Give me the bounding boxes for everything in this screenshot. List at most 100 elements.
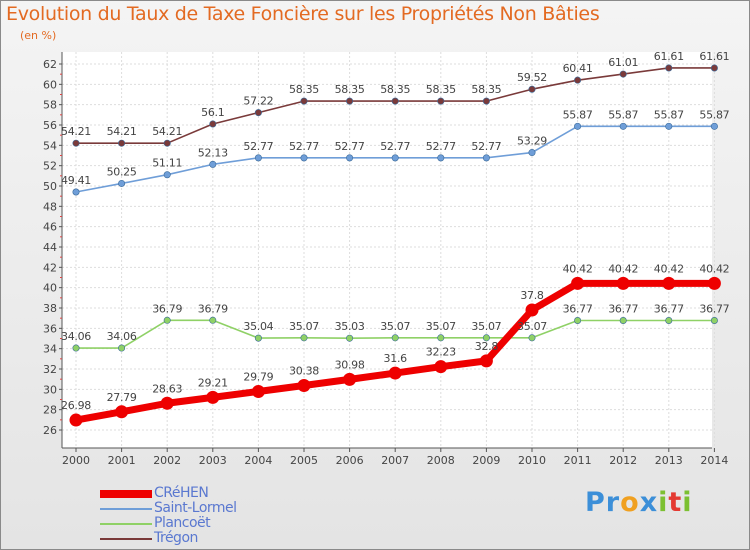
- data-point: [574, 317, 582, 325]
- y-tick-label: 48: [43, 200, 57, 213]
- plot-background: [62, 52, 712, 448]
- legend-label: Plancoët: [154, 515, 211, 531]
- data-point: [254, 154, 262, 162]
- x-tick-label: 2004: [244, 454, 272, 467]
- y-tick-label: 62: [43, 58, 57, 71]
- data-point: [163, 171, 171, 179]
- data-point: [209, 120, 217, 128]
- logo-letter: x: [639, 487, 659, 518]
- data-point: [528, 85, 536, 93]
- x-tick-label: 2009: [472, 454, 500, 467]
- data-point: [437, 97, 445, 105]
- legend-swatch: [100, 508, 152, 510]
- data-label: 52.77: [335, 140, 365, 153]
- logo-letter: o: [620, 487, 640, 518]
- data-label: 58.35: [289, 83, 319, 96]
- data-label: 59.52: [517, 71, 547, 84]
- data-label: 57.22: [243, 95, 273, 108]
- legend-label: CRéHEN: [154, 485, 209, 501]
- data-label: 28.63: [152, 382, 182, 395]
- data-point: [118, 344, 126, 352]
- data-point: [619, 122, 627, 130]
- x-tick-label: 2013: [655, 454, 683, 467]
- x-tick-label: 2002: [153, 454, 181, 467]
- y-tick-label: 58: [43, 99, 57, 112]
- data-label: 35.07: [289, 320, 319, 333]
- data-label: 58.35: [471, 83, 501, 96]
- data-label: 51.11: [152, 157, 182, 170]
- data-label: 55.87: [563, 108, 593, 121]
- y-tick-label: 40: [43, 282, 57, 295]
- data-label: 54.21: [152, 125, 182, 138]
- x-axis-ticks: 2000 2001 2002 2003 2004 2005 2006 2007 2008 2009…: [62, 448, 728, 467]
- y-tick-label: 32: [43, 363, 57, 376]
- data-label: 29.21: [198, 376, 228, 389]
- data-point: [482, 154, 490, 162]
- data-point: [571, 276, 585, 290]
- data-label: 27.79: [107, 391, 137, 404]
- data-label: 55.87: [654, 108, 684, 121]
- data-label: 37.8: [520, 289, 544, 302]
- data-label: 35.07: [517, 320, 547, 333]
- data-point: [388, 366, 402, 380]
- data-point: [160, 396, 174, 410]
- data-point: [206, 390, 220, 404]
- data-point: [72, 344, 80, 352]
- x-tick-label: 2010: [518, 454, 546, 467]
- series-data-labels: 54.21 54.21 54.21 56.1 57.22 58.35 58.35 58.35 5…: [61, 50, 730, 412]
- gridlines: [62, 52, 715, 448]
- data-point: [616, 276, 630, 290]
- data-label: 36.79: [198, 302, 228, 315]
- data-label: 40.42: [563, 262, 593, 275]
- data-point: [665, 122, 673, 130]
- series-points: [69, 64, 721, 427]
- data-point: [434, 360, 448, 374]
- chart-title: Evolution du Taux de Taxe Foncière sur l…: [6, 3, 600, 25]
- data-label: 49.41: [61, 174, 91, 187]
- data-label: 32.23: [426, 346, 456, 359]
- data-point: [251, 384, 265, 398]
- data-point: [254, 334, 262, 342]
- data-label: 60.41: [563, 62, 593, 75]
- data-label: 61.01: [608, 56, 638, 69]
- y-tick-label: 36: [43, 322, 57, 335]
- data-label: 30.38: [289, 364, 319, 377]
- data-label: 36.79: [152, 302, 182, 315]
- data-point: [300, 154, 308, 162]
- data-point: [72, 139, 80, 147]
- data-label: 58.35: [426, 83, 456, 96]
- x-tick-label: 2003: [199, 454, 227, 467]
- legend-label: Saint-Lormel: [154, 500, 237, 516]
- data-label: 52.13: [198, 146, 228, 159]
- data-point: [391, 97, 399, 105]
- data-point: [300, 334, 308, 342]
- data-point: [118, 139, 126, 147]
- x-tick-label: 2008: [427, 454, 455, 467]
- y-tick-label: 54: [43, 139, 57, 152]
- data-label: 61.61: [699, 50, 729, 63]
- y-tick-label: 50: [43, 180, 57, 193]
- x-tick-label: 2012: [609, 454, 637, 467]
- data-label: 35.07: [426, 320, 456, 333]
- data-label: 40.42: [699, 262, 729, 275]
- y-tick-label: 42: [43, 261, 57, 274]
- data-label: 56.1: [201, 106, 224, 119]
- data-label: 52.77: [471, 140, 501, 153]
- data-point: [707, 276, 721, 290]
- data-label: 40.42: [608, 262, 638, 275]
- data-point: [115, 405, 129, 419]
- data-point: [710, 122, 718, 130]
- data-point: [665, 64, 673, 72]
- axes: [61, 52, 712, 449]
- data-label: 34.06: [107, 330, 137, 343]
- y-tick-label: 44: [43, 241, 57, 254]
- data-label: 36.77: [563, 303, 593, 316]
- data-label: 32.8: [475, 340, 499, 353]
- data-point: [209, 160, 217, 168]
- legend-swatch: [100, 490, 152, 498]
- logo-letter: i: [658, 487, 669, 518]
- data-point: [346, 154, 354, 162]
- data-point: [391, 154, 399, 162]
- data-point: [300, 97, 308, 105]
